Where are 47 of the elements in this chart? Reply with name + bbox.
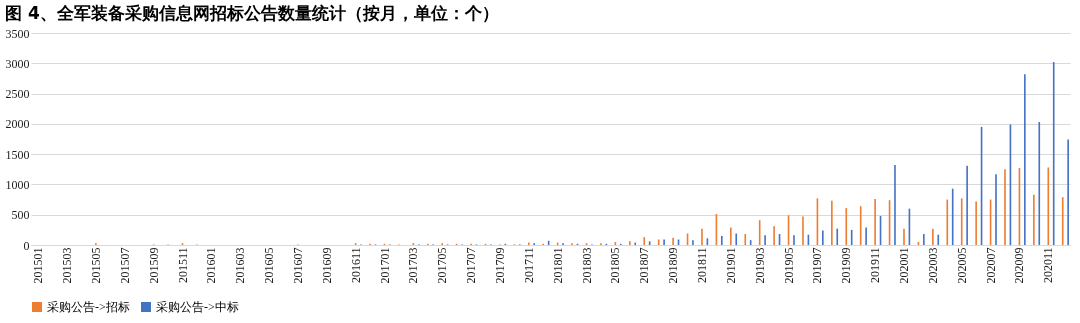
y-tick-label: 3500: [5, 26, 30, 41]
x-tick-label: 202009: [1012, 247, 1027, 284]
x-tick-label: 201609: [319, 247, 334, 284]
x-tick-label: 202003: [925, 247, 940, 284]
x-tick-label: 201909: [839, 247, 854, 284]
x-tick-label: 201501: [31, 247, 46, 284]
x-tick-label: 202011: [1041, 247, 1056, 284]
x-tick-label: 201901: [723, 247, 738, 284]
x-tick-label: 201809: [666, 247, 681, 284]
chart-title: 图 4、全军装备采购信息网招标公告数量统计（按月，单位：个）: [5, 3, 499, 23]
y-tick-label: 500: [11, 208, 30, 223]
x-tick-label: 201505: [88, 247, 103, 284]
y-tick-label: 3000: [5, 56, 30, 71]
x-tick-label: 201801: [550, 247, 565, 284]
x-tick-label: 201803: [579, 247, 594, 284]
x-tick-label: 202001: [897, 247, 912, 284]
x-tick-label: 201911: [868, 247, 883, 284]
x-tick-label: 201903: [752, 247, 767, 284]
y-tick-label: 2500: [5, 87, 30, 102]
y-tick-label: 1000: [5, 177, 30, 192]
x-tick-label: 201707: [464, 247, 479, 284]
x-tick-label: 201605: [262, 247, 277, 284]
x-tick-label: 201601: [204, 247, 219, 284]
legend-label: 采购公告->中标: [156, 300, 239, 314]
x-tick-label: 201907: [810, 247, 825, 284]
x-tick-label: 201511: [175, 247, 190, 284]
x-tick-label: 201709: [492, 247, 507, 284]
x-tick-label: 202007: [983, 247, 998, 284]
y-tick-label: 0: [23, 238, 30, 253]
x-tick-label: 202005: [954, 247, 969, 284]
legend-label: 采购公告->招标: [47, 300, 130, 314]
y-tick-label: 1500: [5, 147, 30, 162]
x-tick-label: 201603: [233, 247, 248, 284]
x-tick-label: 201509: [146, 247, 161, 284]
x-tick-label: 201805: [608, 247, 623, 284]
x-tick-label: 201503: [60, 247, 75, 284]
x-tick-label: 201703: [406, 247, 421, 284]
x-tick-label: 201811: [695, 247, 710, 284]
x-tick-label: 201701: [377, 247, 392, 284]
x-tick-label: 201705: [435, 247, 450, 284]
x-tick-label: 201905: [781, 247, 796, 284]
x-tick-label: 201807: [637, 247, 652, 284]
x-tick-label: 201711: [521, 247, 536, 284]
x-tick-label: 201507: [117, 247, 132, 284]
x-tick-label: 201611: [348, 247, 363, 284]
y-tick-label: 2000: [5, 117, 30, 132]
x-tick-label: 201607: [290, 247, 305, 284]
